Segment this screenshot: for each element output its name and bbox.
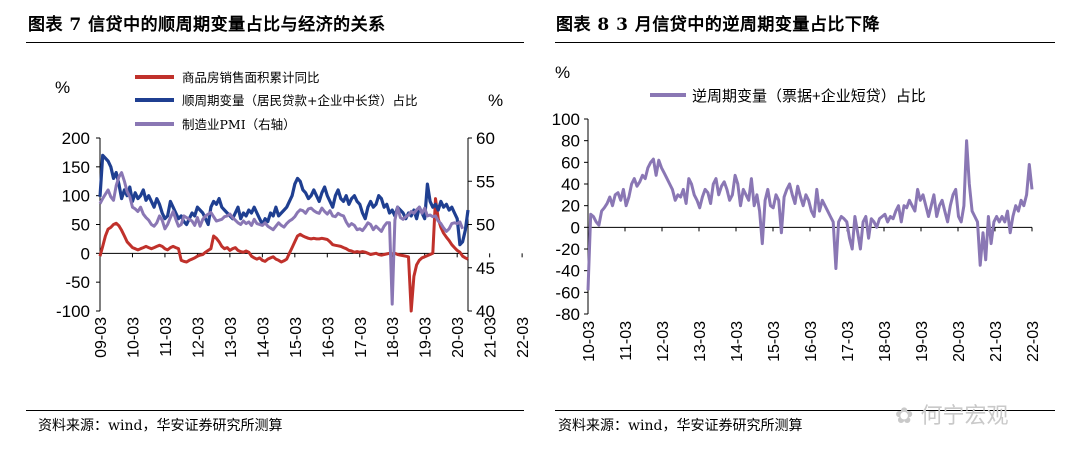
y-tick-label: -50 [65, 273, 90, 292]
y-tick-label: 40 [561, 175, 580, 194]
wechat-icon: ✿ [895, 404, 914, 429]
x-tick-label: 11-03 [618, 321, 635, 361]
x-tick-label: 21-03 [483, 317, 500, 358]
right-source-note: 资料来源：wind，华安证券研究所测算 [558, 418, 803, 434]
y-unit: % [555, 63, 570, 82]
legend-label-1: 逆周期变量（票据+企业短贷）占比 [692, 87, 926, 105]
y-tick-label: -100 [56, 302, 90, 321]
x-tick-label: 16-03 [803, 321, 820, 362]
series-line-3 [98, 171, 464, 306]
x-tick-label: 10-03 [581, 321, 598, 362]
right-y-unit: % [488, 91, 503, 110]
y-tick-label: 20 [561, 197, 580, 216]
left-chart: 200 150 100 50 0 -50 -100 60 55 50 45 40 09-03 10-03 1… [55, 70, 532, 358]
left-source-note: 资料来源：wind，华安证券研究所测算 [38, 418, 283, 434]
x-tick-label: 22-03 [515, 317, 532, 358]
right-chart-title: 图表 8 3 月信贷中的逆周期变量占比下降 [556, 15, 880, 35]
right-bottom-rule [555, 410, 1055, 411]
y2-tick-label: 55 [476, 172, 495, 191]
y-tick-label: 0 [571, 218, 580, 237]
left-chart-title: 图表 7 信贷中的顺周期变量占比与经济的关系 [28, 15, 386, 35]
y2-tick-label: 45 [476, 259, 495, 278]
x-tick-label: 13-03 [692, 321, 709, 362]
x-tick-label: 09-03 [93, 317, 110, 358]
x-tick-label: 19-03 [914, 321, 931, 362]
x-tick-label: 10-03 [125, 317, 142, 358]
left-y-unit: % [55, 78, 70, 97]
x-tick-label: 22-03 [1025, 321, 1042, 362]
y-tick-label: 100 [62, 187, 90, 206]
legend-label-3: 制造业PMI（右轴） [182, 117, 296, 132]
left-bottom-rule [26, 410, 524, 411]
left-title-rule [26, 42, 524, 43]
x-tick-label: 13-03 [223, 317, 240, 358]
watermark-text: 何宁宏观 [920, 404, 1009, 429]
x-tick-label: 15-03 [288, 317, 305, 358]
x-tick-label: 16-03 [320, 317, 337, 358]
legend-label-2: 顺周期变量（居民贷款+企业中长贷）占比 [182, 93, 417, 108]
x-tick-label: 20-03 [951, 321, 968, 362]
x-tick-label: 17-03 [840, 321, 857, 362]
x-tick-label: 17-03 [353, 317, 370, 358]
right-title-rule [555, 42, 1055, 43]
y-tick-label: 80 [561, 132, 580, 151]
x-tick-label: 18-03 [877, 321, 894, 362]
wechat-watermark: ✿ 何宁宏观 [895, 398, 1008, 430]
series-line-1 [586, 139, 1034, 291]
y2-tick-label: 40 [476, 302, 495, 321]
series-line-1 [98, 197, 469, 313]
x-tick-label: 18-03 [385, 317, 402, 358]
x-tick-label: 12-03 [190, 317, 207, 358]
y-tick-label: 60 [561, 153, 580, 172]
x-tick-label: 20-03 [450, 317, 467, 358]
series-line-2 [98, 153, 470, 247]
x-tick-label: 14-03 [729, 321, 746, 362]
x-tick-label: 14-03 [255, 317, 272, 358]
y-tick-label: 50 [71, 216, 90, 235]
x-tick-label: 11-03 [158, 317, 175, 357]
y-tick-label: -60 [555, 283, 580, 302]
x-tick-label: 19-03 [418, 317, 435, 358]
x-tick-label: 21-03 [988, 321, 1005, 362]
y-tick-label: -80 [555, 305, 580, 324]
y-tick-label: 100 [552, 110, 580, 129]
x-tick-label: 15-03 [766, 321, 783, 362]
y-tick-label: -20 [555, 240, 580, 259]
y-tick-label: 150 [62, 158, 90, 177]
y-tick-label: 0 [81, 244, 90, 263]
y2-tick-label: 60 [476, 129, 495, 148]
x-tick-label: 12-03 [655, 321, 672, 362]
y-tick-label: -40 [555, 262, 580, 281]
legend-label-1: 商品房销售面积累计同比 [182, 70, 320, 85]
y2-tick-label: 50 [476, 216, 495, 235]
y-tick-label: 200 [62, 129, 90, 148]
